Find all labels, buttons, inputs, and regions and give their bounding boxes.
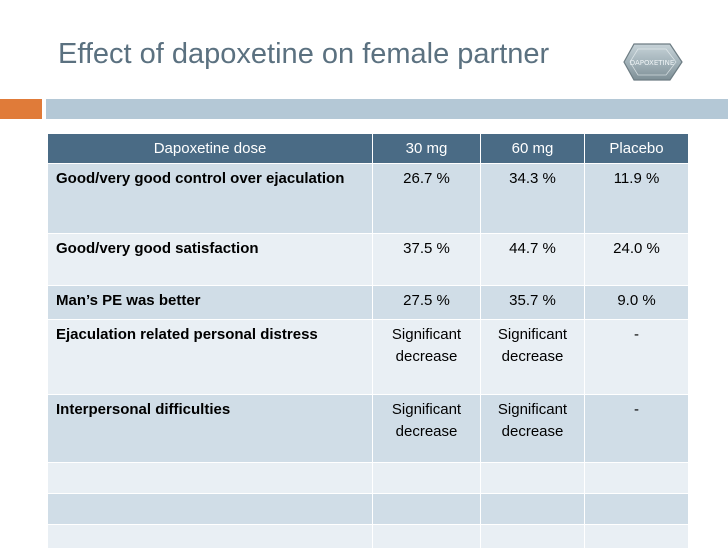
row-label <box>47 524 373 549</box>
cell-60mg: 44.7 % <box>480 233 585 286</box>
cell-60mg: Significant decrease <box>480 319 585 395</box>
cell-60mg: Significant decrease <box>480 394 585 463</box>
cell-placebo: 24.0 % <box>584 233 689 286</box>
table-row <box>47 493 689 525</box>
table-row <box>47 524 689 549</box>
table-row: Interpersonal difficulties Significant d… <box>47 394 689 463</box>
row-label: Good/very good satisfaction <box>47 233 373 286</box>
cell-60mg <box>480 462 585 494</box>
pill-imprint: DAPOXETINE <box>630 59 675 67</box>
dapoxetine-pill-image: DAPOXETINE <box>623 43 683 81</box>
results-table: Dapoxetine dose 30 mg 60 mg Placebo Good… <box>47 133 689 549</box>
slide-title: Effect of dapoxetine on female partner <box>58 38 550 70</box>
row-label: Interpersonal difficulties <box>47 394 373 463</box>
cell-30mg <box>372 493 481 525</box>
cell-60mg <box>480 493 585 525</box>
cell-placebo: 11.9 % <box>584 163 689 234</box>
accent-bar-blue <box>46 99 728 119</box>
cell-30mg <box>372 524 481 549</box>
cell-placebo: - <box>584 319 689 395</box>
row-label <box>47 493 373 525</box>
cell-30mg: Significant decrease <box>372 319 481 395</box>
table-row: Man’s PE was better 27.5 % 35.7 % 9.0 % <box>47 285 689 320</box>
table-header-row: Dapoxetine dose 30 mg 60 mg Placebo <box>47 133 689 164</box>
accent-bar-orange <box>0 99 42 119</box>
cell-60mg: 35.7 % <box>480 285 585 320</box>
cell-30mg <box>372 462 481 494</box>
row-label: Good/very good control over ejaculation <box>47 163 373 234</box>
header-30mg: 30 mg <box>372 133 481 164</box>
cell-placebo <box>584 524 689 549</box>
table-row: Ejaculation related personal distress Si… <box>47 319 689 395</box>
header-placebo: Placebo <box>584 133 689 164</box>
header-60mg: 60 mg <box>480 133 585 164</box>
cell-60mg <box>480 524 585 549</box>
cell-30mg: Significant decrease <box>372 394 481 463</box>
cell-60mg: 34.3 % <box>480 163 585 234</box>
row-label <box>47 462 373 494</box>
table-row <box>47 462 689 494</box>
table-row: Good/very good satisfaction 37.5 % 44.7 … <box>47 233 689 286</box>
header-dose: Dapoxetine dose <box>47 133 373 164</box>
cell-30mg: 37.5 % <box>372 233 481 286</box>
cell-30mg: 27.5 % <box>372 285 481 320</box>
cell-placebo: 9.0 % <box>584 285 689 320</box>
table-row: Good/very good control over ejaculation … <box>47 163 689 234</box>
row-label: Ejaculation related personal distress <box>47 319 373 395</box>
cell-placebo: - <box>584 394 689 463</box>
cell-30mg: 26.7 % <box>372 163 481 234</box>
cell-placebo <box>584 493 689 525</box>
cell-placebo <box>584 462 689 494</box>
row-label: Man’s PE was better <box>47 285 373 320</box>
